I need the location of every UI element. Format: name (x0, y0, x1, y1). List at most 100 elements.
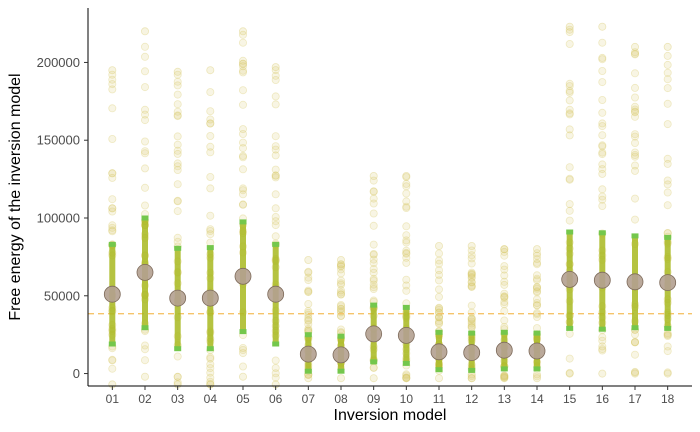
sample-point (402, 179, 411, 188)
upper-quantile-marker (174, 245, 182, 251)
sample-point (467, 268, 476, 277)
sample-point (304, 308, 313, 317)
sample-point (434, 249, 443, 258)
sample-point (238, 59, 247, 68)
sample-point (206, 148, 215, 157)
sample-point (467, 374, 476, 383)
sample-point (402, 253, 411, 262)
sample-point (238, 38, 247, 47)
sample-point (173, 100, 182, 109)
sample-point (369, 176, 378, 185)
sample-point (271, 356, 280, 365)
sample-point (173, 180, 182, 189)
sample-point (631, 42, 640, 51)
sample-point (631, 367, 640, 376)
sample-point (238, 27, 247, 36)
mean-marker (136, 263, 154, 281)
sample-point (140, 345, 149, 354)
y-tick-label: 150000 (37, 133, 80, 148)
sample-point (565, 369, 574, 378)
sample-point (271, 373, 280, 382)
sample-point (598, 346, 607, 355)
sample-point (369, 284, 378, 293)
sample-point (206, 360, 215, 369)
sample-point (304, 273, 313, 282)
upper-quantile-marker (272, 241, 280, 247)
sample-point (206, 88, 215, 97)
sample-point (598, 148, 607, 157)
sample-point (271, 76, 280, 85)
sample-point (336, 269, 345, 278)
sample-point (402, 171, 411, 180)
sample-point (565, 216, 574, 225)
sample-point (271, 232, 280, 241)
x-axis-title: Inversion model (334, 407, 447, 424)
sample-point (238, 151, 247, 160)
sample-point (631, 102, 640, 111)
sample-point (238, 345, 247, 354)
upper-quantile-marker (664, 234, 672, 240)
sample-point (402, 189, 411, 198)
lower-quantile-marker (337, 368, 345, 374)
sample-point (173, 196, 182, 205)
sample-point (663, 368, 672, 377)
sample-point (336, 374, 345, 383)
lower-quantile-marker (631, 325, 639, 331)
sample-point (402, 370, 411, 379)
sample-point (238, 144, 247, 153)
sample-point (271, 190, 280, 199)
interval-bars-layer (108, 215, 672, 374)
x-tick-label: 10 (400, 392, 414, 406)
sample-point (108, 75, 117, 84)
sample-point (140, 116, 149, 125)
sample-point (238, 138, 247, 147)
sample-point (631, 83, 640, 92)
x-tick-label: 03 (171, 392, 185, 406)
sample-point (108, 227, 117, 236)
sample-point (206, 131, 215, 140)
sample-point (663, 60, 672, 69)
mean-marker (430, 343, 448, 361)
sample-point (402, 371, 411, 380)
x-tick-label: 18 (661, 392, 675, 406)
sample-point (631, 50, 640, 59)
sample-point (663, 84, 672, 93)
sample-point (304, 320, 313, 329)
sample-point (533, 288, 542, 297)
sample-point (467, 259, 476, 268)
sample-point (304, 267, 313, 276)
sample-point (631, 161, 640, 170)
sample-point (533, 372, 542, 381)
sample-point (533, 283, 542, 292)
sample-point (304, 286, 313, 295)
sample-point (434, 285, 443, 294)
sample-point (402, 238, 411, 247)
sample-point (369, 280, 378, 289)
x-tick-label: 02 (138, 392, 152, 406)
sample-point (598, 119, 607, 128)
sample-point (108, 104, 117, 113)
sample-point (206, 119, 215, 128)
sample-point (533, 260, 542, 269)
sample-point (663, 201, 672, 210)
lower-quantile-marker (272, 341, 280, 347)
sample-point (369, 249, 378, 258)
lower-quantile-marker (239, 329, 247, 335)
sample-point (598, 142, 607, 151)
sample-point (500, 245, 509, 254)
mean-markers-layer (103, 263, 677, 364)
sample-point (238, 343, 247, 352)
sample-point (467, 246, 476, 255)
sample-point (500, 371, 509, 380)
sample-point (108, 221, 117, 230)
mean-marker (103, 285, 121, 303)
sample-point (663, 331, 672, 340)
sample-point (434, 308, 443, 317)
sample-point (369, 264, 378, 273)
sample-point (173, 372, 182, 381)
sample-point (434, 292, 443, 301)
sample-point (108, 85, 117, 94)
sample-point (336, 286, 345, 295)
sample-point (206, 115, 215, 124)
